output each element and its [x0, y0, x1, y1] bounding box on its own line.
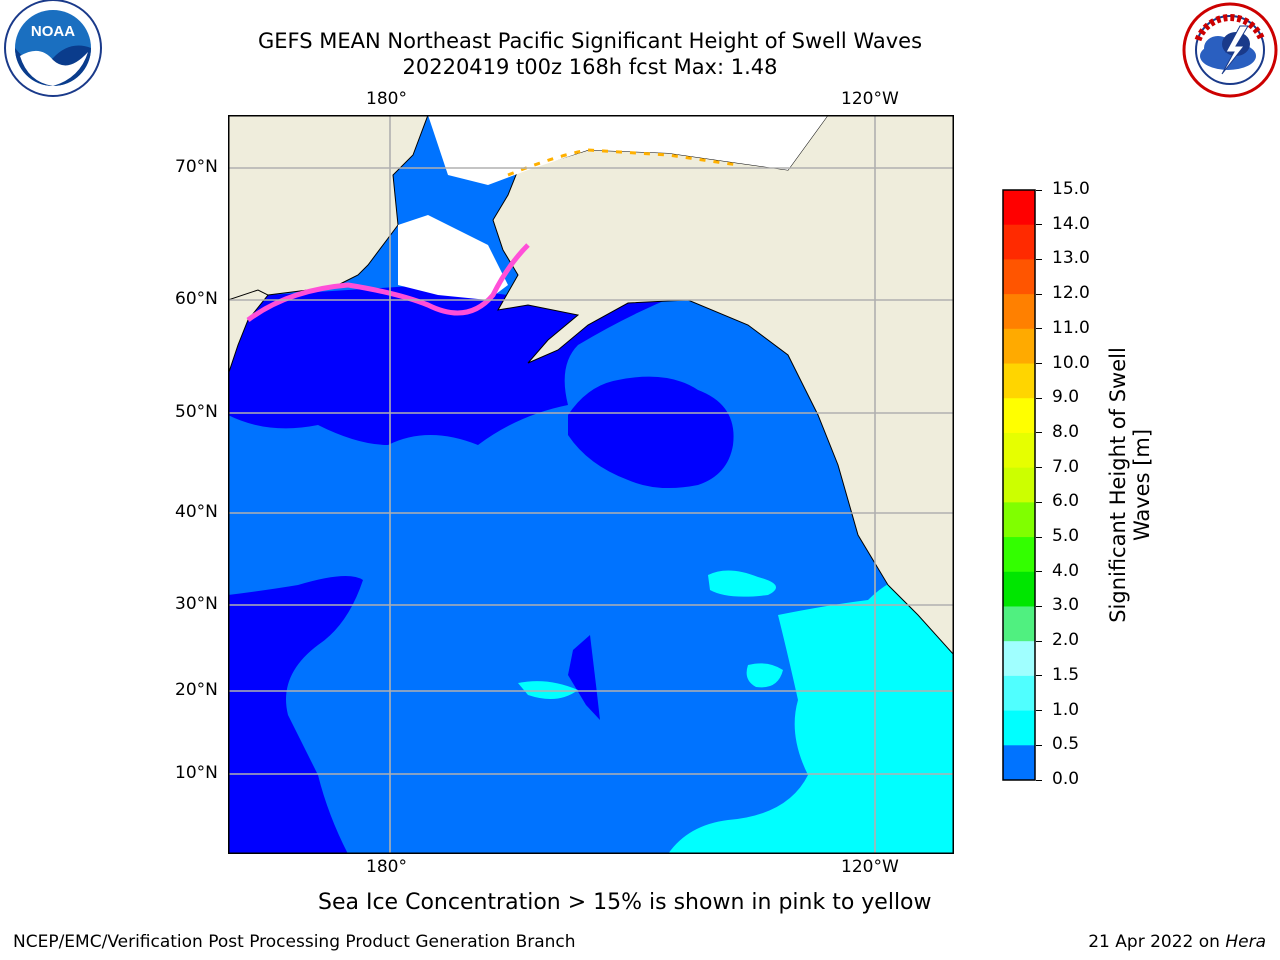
colorbar-tick-mark [1036, 397, 1042, 399]
colorbar-segment [1003, 502, 1035, 538]
colorbar-tick-label: 5.0 [1052, 526, 1080, 547]
ocean-dark-region-west [228, 576, 363, 854]
colorbar-tick-mark [1036, 501, 1042, 503]
colorbar-segment [1003, 224, 1035, 260]
colorbar-tick-mark [1036, 640, 1042, 642]
sea-ice-pink-edge [246, 243, 530, 323]
colorbar-tick-label: 11.0 [1052, 317, 1090, 338]
colorbar-tick-label: 0.0 [1052, 769, 1080, 789]
ocean-light-blob [708, 570, 776, 597]
sea-ice-white [398, 215, 508, 300]
colorbar-tick-label: 0.5 [1052, 734, 1080, 755]
colorbar-tick-mark [1036, 189, 1042, 191]
lat-label-10n: 10°N [175, 763, 218, 783]
ocean-light-hawaii [518, 681, 578, 699]
colorbar-tick-mark [1036, 571, 1042, 573]
colorbar-segment [1003, 259, 1035, 295]
colorbar-tick-label: 2.0 [1052, 630, 1080, 651]
colorbar-tick-label: 8.0 [1052, 421, 1080, 442]
colorbar-segment [1003, 641, 1035, 677]
colorbar-tick-mark [1036, 605, 1042, 607]
colorbar-tick-mark [1036, 363, 1042, 365]
map-panel [228, 115, 954, 854]
ocean-light-region [668, 570, 954, 854]
colorbar-tick-mark [1036, 328, 1042, 330]
chart-title: GEFS MEAN Northeast Pacific Significant … [257, 29, 923, 53]
nws-logo [1182, 2, 1278, 98]
ocean-dark-region-gulf [568, 376, 734, 489]
colorbar-segment [1003, 363, 1035, 399]
lat-label-60n: 60°N [175, 289, 218, 309]
colorbar-tick-label: 15.0 [1052, 179, 1090, 199]
colorbar-tick-mark [1036, 710, 1042, 712]
ocean-light-patch [746, 663, 783, 688]
sea-ice-note: Sea Ice Concentration > 15% is shown in … [318, 890, 932, 915]
lon-label-bottom-120w: 120°W [841, 857, 899, 877]
lat-label-70n: 70°N [175, 157, 218, 177]
colorbar-segment [1003, 745, 1035, 781]
colorbar-tick-label: 3.0 [1052, 595, 1080, 616]
ocean-dark-region-north [228, 215, 688, 445]
colorbar-segment [1003, 537, 1035, 573]
footer-date-text: 21 Apr 2022 on [1088, 932, 1226, 952]
colorbar-segment [1003, 571, 1035, 607]
colorbar-tick-label: 9.0 [1052, 387, 1080, 408]
colorbar-segment [1003, 675, 1035, 712]
footer-date: 21 Apr 2022 on Hera [1088, 932, 1266, 952]
colorbar-segment [1003, 432, 1035, 469]
lat-label-40n: 40°N [175, 502, 218, 522]
colorbar-tick-mark [1036, 536, 1042, 538]
graticule [228, 115, 954, 854]
colorbar-segment [1003, 294, 1035, 330]
colorbar-tick-label: 4.0 [1052, 560, 1080, 581]
colorbar-tick-label: 10.0 [1052, 352, 1090, 373]
noaa-logo-text: NOAA [31, 23, 75, 40]
lat-label-20n: 20°N [175, 680, 218, 700]
colorbar-border [1002, 189, 1036, 781]
lon-label-top-180: 180° [366, 89, 407, 109]
colorbar-segment [1003, 190, 1035, 226]
lon-label-top-120w: 120°W [841, 89, 899, 109]
colorbar-tick-mark [1036, 467, 1042, 469]
footer-host: Hera [1225, 932, 1266, 952]
noaa-logo: NOAA [4, 0, 102, 97]
colorbar-tick-mark [1036, 744, 1042, 746]
colorbar-tick-mark [1036, 432, 1042, 434]
lon-label-bottom-180: 180° [366, 857, 407, 877]
colorbar-segment [1003, 398, 1035, 434]
colorbar-segment [1003, 606, 1035, 642]
colorbar-label-line2: Waves [m] [1130, 428, 1154, 542]
chart-subtitle: 20220419 t00z 168h fcst Max: 1.48 [402, 55, 778, 79]
colorbar-tick-mark [1036, 258, 1042, 260]
colorbar-tick-mark [1036, 675, 1042, 677]
colorbar-tick-mark [1036, 224, 1042, 226]
colorbar-tick-label: 1.0 [1052, 699, 1080, 720]
colorbar-label: Significant Height of Swell Waves [m] [1106, 347, 1154, 623]
ocean-dark-region-hawaii [568, 635, 600, 720]
colorbar-tick-label: 12.0 [1052, 283, 1090, 304]
colorbar [1002, 189, 1036, 781]
lat-label-30n: 30°N [175, 594, 218, 614]
colorbar-label-line1: Significant Height of Swell [1106, 347, 1130, 623]
colorbar-segment [1003, 710, 1035, 746]
colorbar-tick-mark [1036, 779, 1042, 781]
colorbar-tick-label: 7.0 [1052, 456, 1080, 477]
colorbar-tick-label: 14.0 [1052, 213, 1090, 234]
lat-label-50n: 50°N [175, 402, 218, 422]
colorbar-tick-label: 6.0 [1052, 491, 1080, 512]
colorbar-tick-mark [1036, 293, 1042, 295]
colorbar-segment [1003, 328, 1035, 365]
colorbar-segment [1003, 467, 1035, 503]
colorbar-tick-label: 1.5 [1052, 664, 1080, 685]
footer-branch: NCEP/EMC/Verification Post Processing Pr… [13, 932, 576, 952]
colorbar-tick-label: 13.0 [1052, 248, 1090, 269]
